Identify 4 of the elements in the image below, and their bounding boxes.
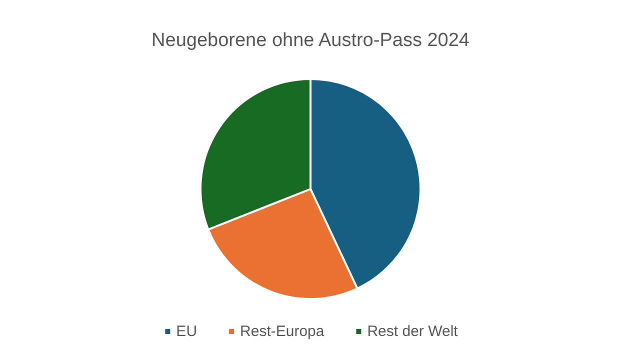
legend-label: Rest-Europa: [240, 323, 325, 340]
chart-title: Neugeborene ohne Austro-Pass 2024: [152, 30, 470, 51]
legend-label: EU: [176, 323, 198, 340]
legend-label: Rest der Welt: [367, 323, 459, 340]
